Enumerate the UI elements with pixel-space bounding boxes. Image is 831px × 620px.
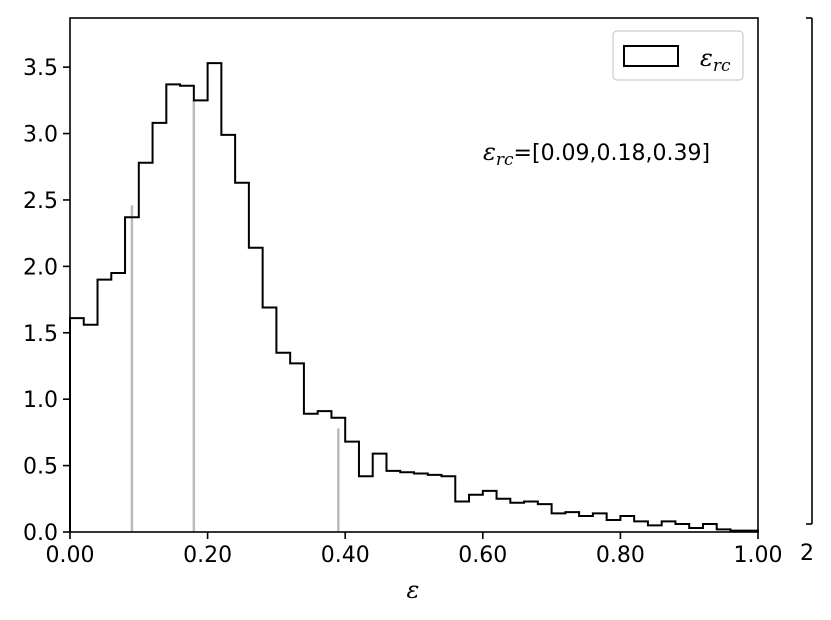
x-tick-label: 0.80 — [596, 543, 645, 568]
y-tick-label: 1.0 — [23, 388, 58, 413]
y-tick-label: 3.5 — [23, 56, 58, 81]
y-tick-label: 0.0 — [23, 521, 58, 546]
y-tick-label: 3.0 — [23, 123, 58, 148]
y-tick-label: 2.0 — [23, 255, 58, 280]
y-tick-label: 0.5 — [23, 455, 58, 480]
x-tick-label: 0.60 — [458, 543, 507, 568]
legend-label: εrc — [700, 44, 731, 76]
legend-swatch — [623, 45, 679, 67]
axes-frame — [69, 17, 759, 533]
plot-frame — [69, 17, 759, 533]
y-tick-label: 1.5 — [23, 322, 58, 347]
x-tick-label: 0.20 — [183, 543, 232, 568]
y-axis-ticks: 0.0 0.5 1.0 1.5 2.0 2.5 3.0 3.5 — [23, 56, 70, 546]
legend: εrc — [612, 30, 744, 81]
right-axis-tick-label: 2 — [800, 541, 814, 566]
percentile-markers — [130, 100, 340, 532]
x-axis-label: ε — [407, 576, 420, 604]
histogram-step-line — [69, 62, 759, 532]
y-tick-label: 2.5 — [23, 189, 58, 214]
percentile-annotation: εrc=[0.09,0.18,0.39] — [483, 138, 710, 170]
x-tick-label: 0.40 — [321, 543, 370, 568]
x-axis-ticks: 0.00 0.20 0.40 0.60 0.80 1.00 — [46, 532, 783, 568]
x-tick-label: 0.00 — [46, 543, 95, 568]
x-tick-label: 1.00 — [734, 543, 783, 568]
right-axis-fragment: 2 — [800, 17, 814, 566]
histogram-series — [69, 62, 759, 532]
